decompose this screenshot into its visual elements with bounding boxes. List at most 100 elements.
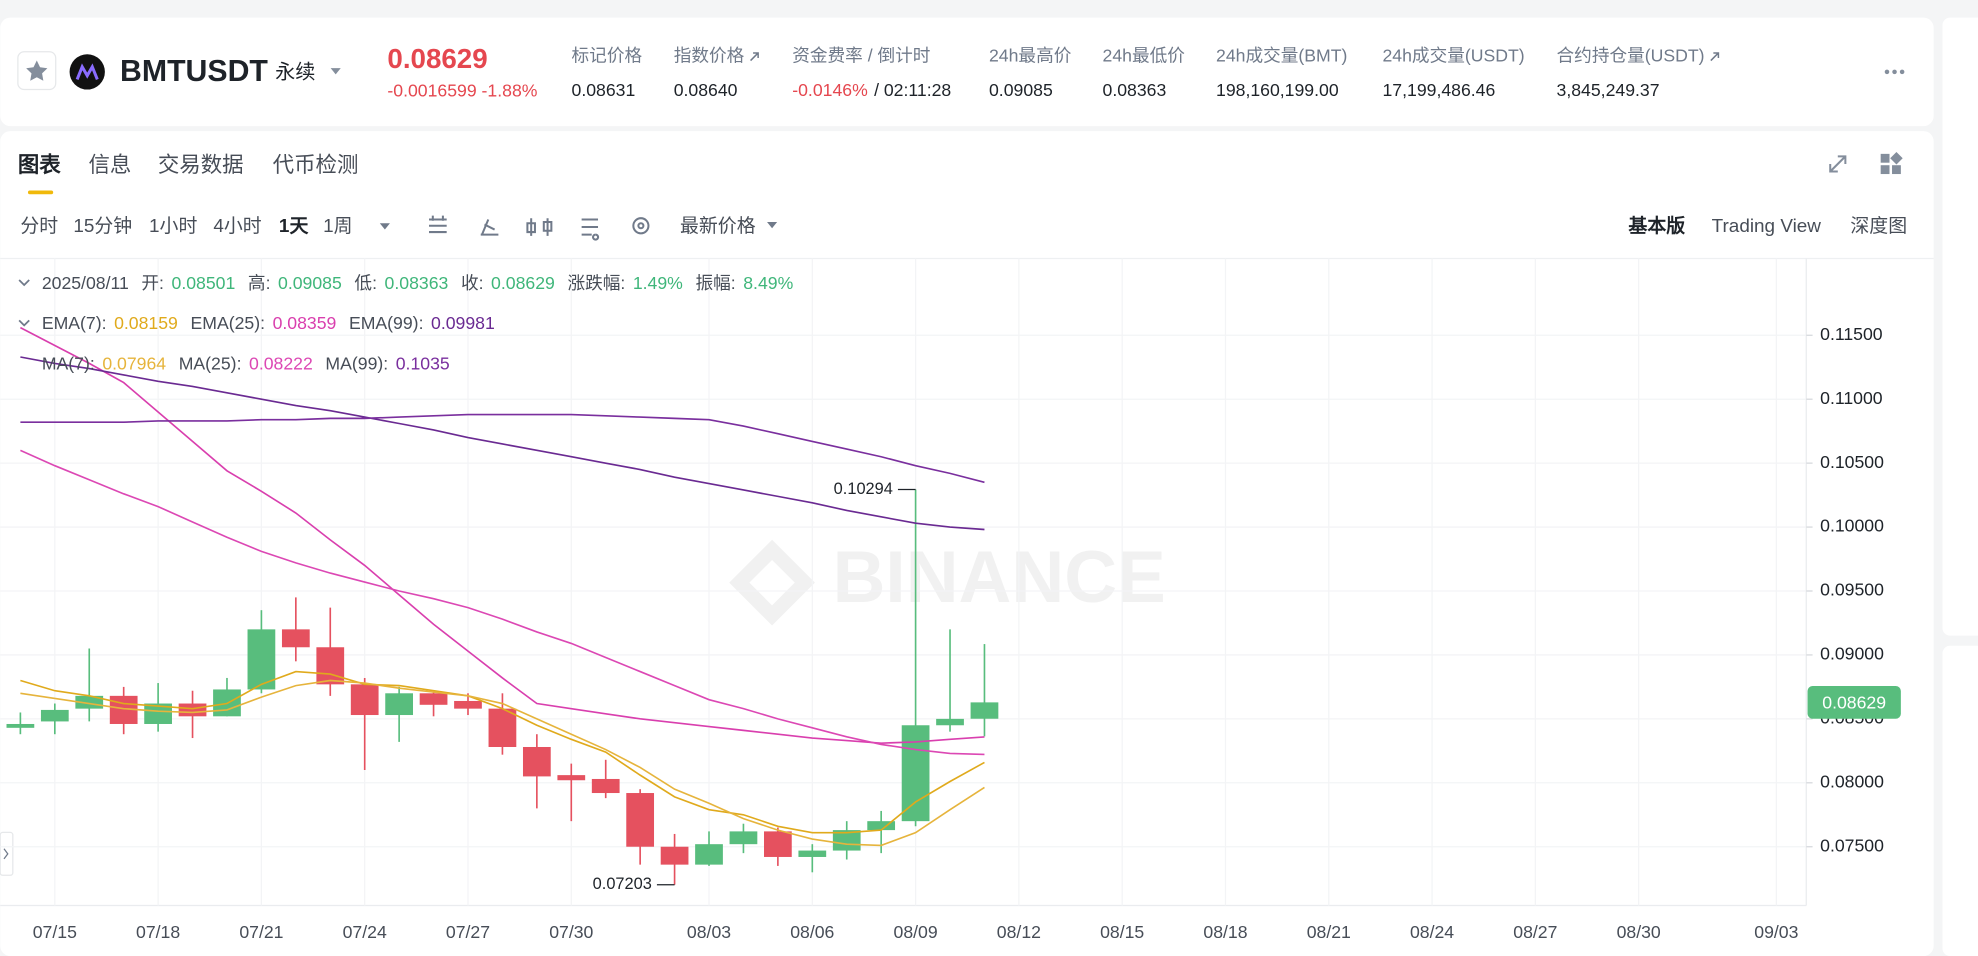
indicator-line (20, 670, 985, 834)
candle-body (695, 844, 723, 865)
legend-value: 0.08222 (249, 353, 313, 373)
more-menu[interactable] (1884, 69, 1905, 75)
indicator-line (20, 449, 985, 756)
link-icon (1710, 52, 1720, 62)
collapse-icons[interactable] (18, 279, 30, 327)
candle-body (247, 629, 276, 690)
symbol-dropdown[interactable] (330, 68, 341, 75)
tab[interactable]: 信息 (88, 153, 131, 177)
interval[interactable]: 15分钟 (73, 215, 132, 237)
info-label: 高: (248, 272, 271, 292)
x-tick-label: 07/21 (239, 922, 283, 942)
legend-sep: : (90, 353, 95, 373)
stat-value: 0.08640 (674, 79, 738, 99)
interval[interactable]: 分时 (20, 215, 58, 237)
candle-body (488, 708, 517, 747)
legend: EMA(7): 0.08159 EMA(25): 0.08359 EMA(99): 0.0… (42, 313, 495, 333)
view-option[interactable]: Trading View (1712, 216, 1822, 237)
candle-body (350, 684, 379, 716)
stat-value: 17,199,486.46 (1382, 79, 1495, 99)
candle-body (798, 850, 827, 857)
info-value: 1.49% (633, 272, 683, 292)
info-label: 开: (141, 272, 164, 292)
candle-body (936, 718, 964, 726)
price-type[interactable]: 最新价格 (680, 215, 756, 237)
info-label: 收: (461, 272, 484, 292)
x-tick-label: 08/15 (1100, 922, 1144, 942)
interval[interactable]: 1周 (323, 216, 352, 237)
x-tick-label: 08/21 (1307, 922, 1351, 942)
stat-label: 24h最高价 (989, 45, 1072, 65)
chart-panel (0, 131, 1934, 956)
stat-value: 0.08363 (1103, 79, 1167, 99)
info-date: 2025/08/11 (42, 272, 129, 292)
toolbar-icons[interactable] (379, 215, 778, 241)
stat-value: 0.09085 (989, 79, 1053, 99)
stat-label: 24h最低价 (1103, 45, 1186, 65)
stat-value: 0.08631 (572, 79, 636, 99)
x-tick-label: 08/27 (1513, 922, 1557, 942)
tab[interactable]: 图表 (18, 153, 61, 177)
stat-label: 资金费率 / 倒计时 (792, 45, 930, 65)
x-tick-label: 08/09 (894, 922, 938, 942)
candle-body (75, 695, 104, 709)
fullscreen-icon[interactable] (1829, 155, 1847, 173)
x-tick-label: 07/15 (33, 922, 77, 942)
coin-logo (69, 54, 105, 90)
legend-value: 0.08159 (114, 313, 178, 333)
low-annotation: 0.07203 (593, 875, 652, 893)
interval[interactable]: 1天 (279, 216, 309, 237)
stat-label: 合约持仓量(USDT) (1557, 45, 1705, 65)
info-value: 8.49% (743, 272, 793, 292)
interval[interactable]: 1小时 (149, 215, 197, 237)
chevron (3, 848, 9, 860)
stat-value: 0.08631 (572, 79, 636, 99)
info-label: 振幅: (695, 272, 735, 292)
tab[interactable]: 代币检测 (273, 153, 359, 177)
legend-sep: : (260, 313, 265, 333)
candle-body (178, 703, 207, 717)
info-value: 0.09085 (278, 272, 342, 292)
info-value: 0.08363 (385, 272, 449, 292)
tab[interactable]: 交易数据 (158, 153, 244, 177)
legend-sep: : (102, 313, 107, 333)
watermark: BINANCE (833, 536, 1166, 618)
legend-sep: : (419, 313, 424, 333)
last-price: 0.08629 (387, 43, 487, 74)
x-tick-label: 09/03 (1754, 922, 1798, 942)
symbol: BMTUSDT (120, 55, 268, 88)
stat-label: 24h成交量(BMT) (1216, 45, 1347, 65)
stat-value: 0.09085 (989, 79, 1053, 99)
link-icon (750, 52, 759, 62)
interval[interactable]: 4小时 (213, 215, 261, 237)
candle-body (419, 693, 448, 705)
y-tick-label: 0.11500 (1820, 324, 1883, 344)
x-tick-label: 07/18 (136, 922, 180, 942)
indicator-line (20, 679, 985, 847)
coin-logo-mark (75, 63, 99, 81)
view-option[interactable]: 深度图 (1850, 215, 1907, 237)
price-tag-label: 0.08629 (1822, 692, 1886, 712)
price-tag (1807, 685, 1901, 719)
legend-value: 0.1035 (396, 353, 450, 373)
price-change: -0.0016599 -1.88% (387, 81, 537, 101)
legend-name: MA(25) (179, 353, 237, 373)
candle-body (40, 709, 69, 722)
stat-value: -0.0146% / 02:11:28 (792, 79, 951, 99)
x-tick-label: 07/30 (549, 922, 593, 942)
layout-icon[interactable] (1880, 152, 1903, 175)
stat-value: 0.08640 (674, 79, 738, 99)
stat-value: 0.08363 (1103, 79, 1167, 99)
stat-value: 198,160,199.00 (1216, 79, 1339, 99)
stat-value: 17,199,486.46 (1382, 79, 1495, 99)
legend-value: 0.08359 (273, 313, 337, 333)
plot: 07/15 07/18 07/21 07/24 07/27 07/30 08/03 08/06… (0, 258, 1901, 942)
candle-body (970, 702, 999, 719)
y-tick-label: 0.08000 (1820, 771, 1884, 791)
stat-label: 24h成交量(USDT) (1382, 45, 1524, 65)
side-toggle[interactable] (0, 831, 14, 876)
view-option[interactable]: 基本版 (1628, 214, 1685, 237)
side-panel (1942, 645, 1978, 956)
stat-value: -0.0146% (792, 79, 868, 99)
